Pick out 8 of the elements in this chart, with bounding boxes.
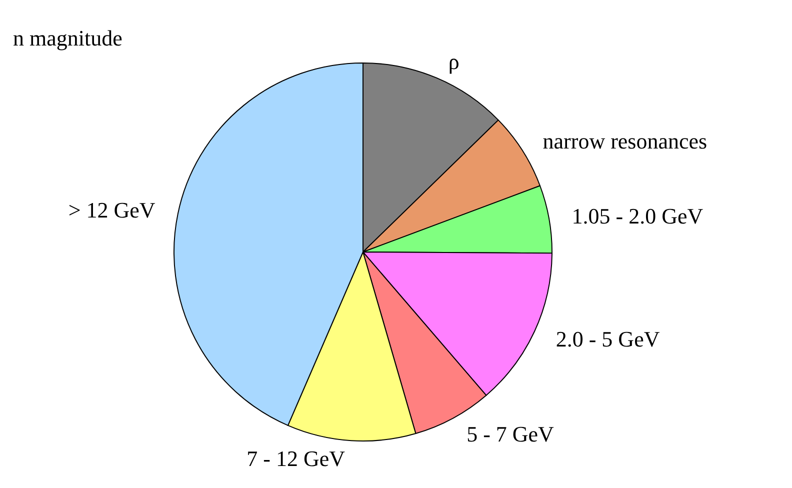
- slice-label: > 12 GeV: [68, 198, 156, 223]
- chart-title: n magnitude: [13, 26, 122, 50]
- slice-label: 2.0 - 5 GeV: [556, 326, 660, 352]
- slice-label: 5 - 7 GeV: [466, 422, 554, 447]
- slice-label: 7 - 12 GeV: [246, 446, 346, 472]
- slice-label: ρ: [448, 48, 460, 74]
- slice-label: narrow resonances: [542, 128, 708, 154]
- slice-label: 1.05 - 2.0 GeV: [572, 203, 704, 228]
